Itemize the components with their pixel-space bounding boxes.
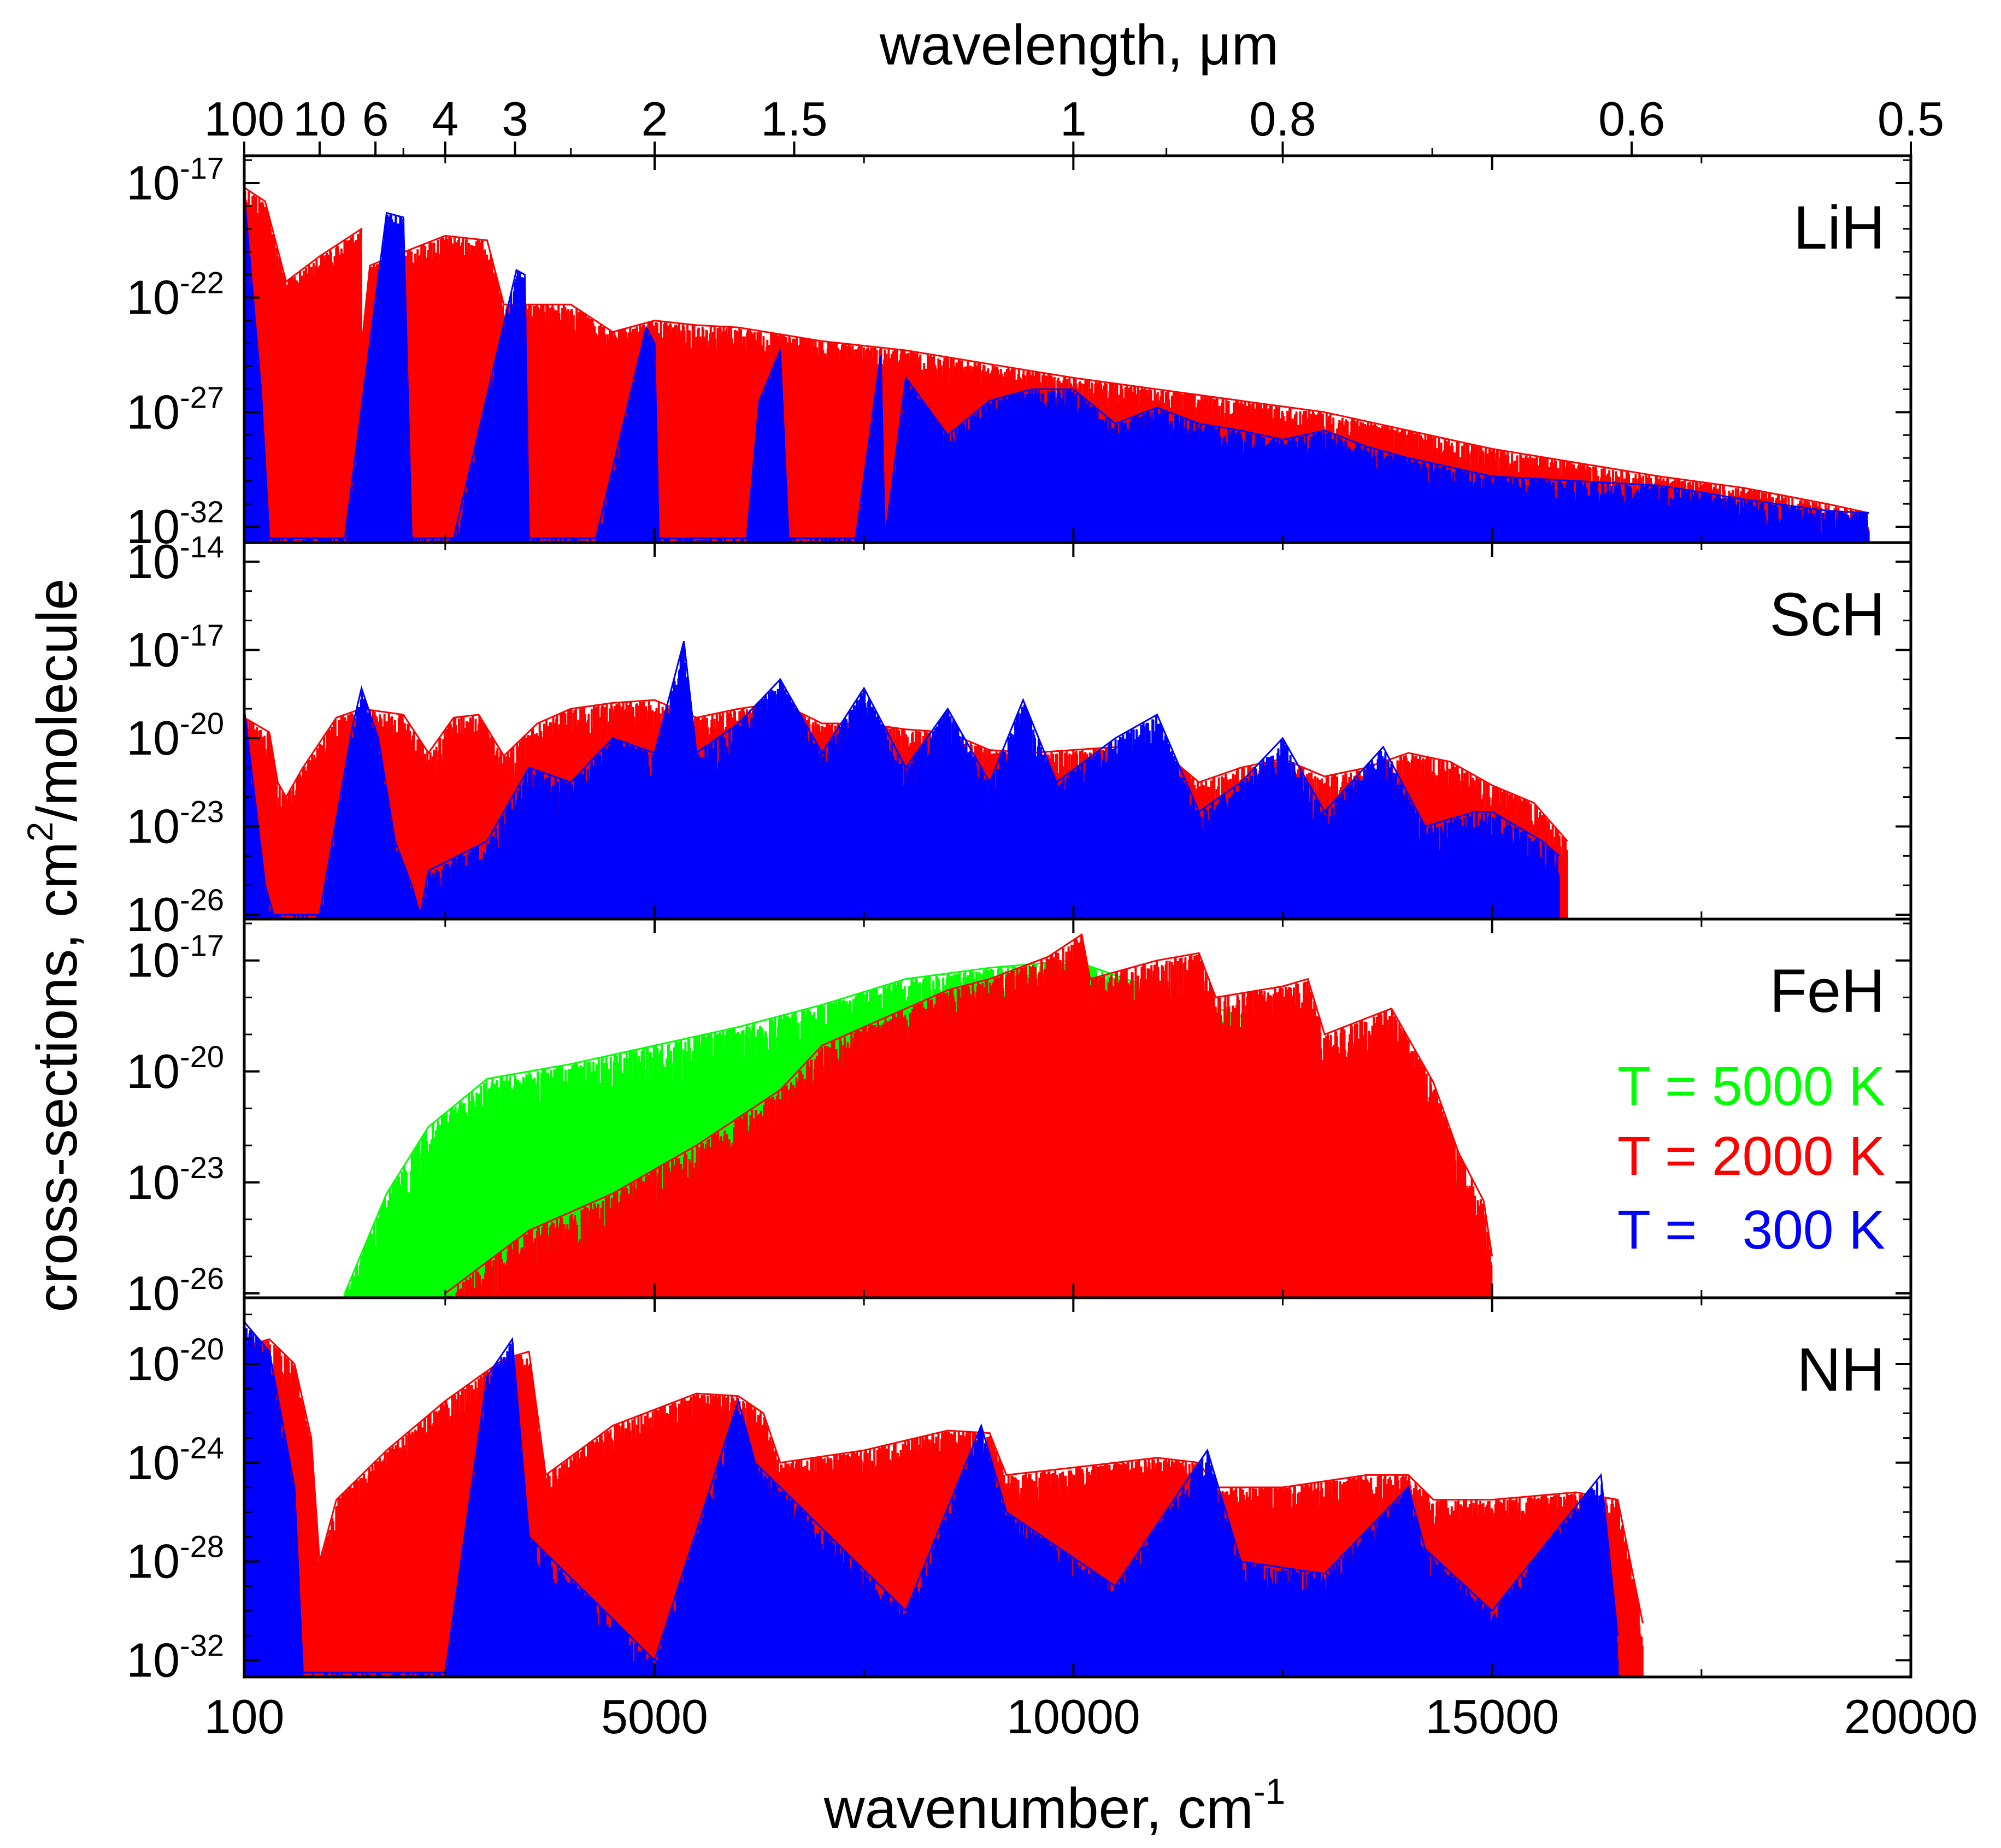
top-tick-label: 0.6	[1598, 92, 1665, 146]
top-tick-label: 0.8	[1249, 92, 1316, 146]
y-tick-label: 10-26	[126, 882, 224, 941]
x-tick-label: 100	[204, 1690, 285, 1744]
x-axis-title-main: wavenumber, cm	[823, 1777, 1253, 1840]
top-tick-label: 4	[432, 92, 458, 146]
panel-label-feh: FeH	[1769, 957, 1885, 1025]
y-tick-label: 10-23	[126, 794, 224, 853]
y-tick-label: 10-20	[126, 706, 224, 765]
top-tick-label: 3	[502, 92, 528, 146]
y-tick-label: 10-20	[126, 1332, 224, 1391]
panel-label-nh: NH	[1797, 1335, 1885, 1404]
y-tick-label: 10-14	[126, 529, 224, 588]
x-tick-label: 20000	[1844, 1690, 1978, 1744]
spectrum-envelope	[244, 1321, 1619, 1674]
spectrum-envelope	[244, 1338, 1644, 1623]
panel-feh	[343, 933, 1493, 1298]
top-tick-label: 10	[293, 92, 346, 146]
y-axis-title-main: cross-sections, cm	[26, 841, 89, 1312]
y-tick-label: 10-24	[126, 1431, 224, 1490]
panel-sch	[244, 640, 1568, 919]
y-tick-label: 10-17	[126, 617, 224, 676]
data-series-layer	[244, 187, 1870, 1677]
legend-entry-5000k: T = 5000 K	[1617, 1056, 1885, 1117]
top-tick-label: 2	[642, 92, 668, 146]
spectrum-lines	[444, 935, 1493, 1298]
x-tick-label: 15000	[1425, 1690, 1559, 1744]
panel-label-lih: LiH	[1793, 193, 1885, 262]
y-axis-title-tail: /molecule	[26, 579, 89, 822]
y-tick-label: 10-22	[126, 266, 224, 325]
panel-nh	[244, 1321, 1644, 1677]
series-lih-t300k	[244, 194, 1870, 543]
y-tick-label: 10-17	[126, 151, 224, 210]
y-tick-label: 10-28	[126, 1529, 224, 1588]
spectrum-envelope	[244, 194, 1869, 539]
spectrum-lines	[244, 1327, 1619, 1677]
y-tick-label: 10-23	[126, 1150, 224, 1209]
x-axis-title: wavenumber, cm-1	[823, 1771, 1286, 1840]
y-tick-label: 10-26	[126, 1261, 224, 1320]
y-tick-label: 10-32	[126, 1628, 224, 1687]
spectrum-envelope	[244, 640, 1560, 916]
series-nh-t300k	[244, 1321, 1619, 1677]
spectrum-envelope	[244, 187, 1869, 514]
spectrum-envelope	[444, 933, 1493, 1294]
spectrum-lines	[244, 195, 1870, 543]
top-tick-label: 1	[1060, 92, 1087, 146]
top-axis-title: wavelength, μm	[879, 14, 1279, 77]
x-tick-label: 5000	[601, 1690, 708, 1744]
panel-lih	[244, 187, 1870, 543]
legend-entry-2000k: T = 2000 K	[1617, 1126, 1885, 1187]
y-tick-label: 10-27	[126, 380, 224, 439]
series-feh-t2000k	[444, 933, 1493, 1298]
y-axis-title: cross-sections, cm2/molecule	[20, 579, 89, 1313]
series-sch-t300k	[244, 640, 1560, 919]
tick-labels: LiH10-1710-2210-2710-32ScH10-1410-1710-2…	[126, 92, 1978, 1744]
panel-label-sch: ScH	[1769, 580, 1885, 649]
legend-entry-300k: T = 300 K	[1617, 1199, 1885, 1261]
top-tick-label: 6	[362, 92, 389, 146]
axis-ticks	[243, 142, 1912, 1677]
x-axis-title-sup: -1	[1253, 1771, 1286, 1811]
top-tick-label: 100	[204, 92, 285, 146]
x-tick-label: 10000	[1007, 1690, 1140, 1744]
y-tick-label: 10-32	[126, 495, 224, 554]
y-tick-label: 10-20	[126, 1039, 224, 1098]
top-tick-label: 1.5	[761, 92, 827, 146]
spectrum-lines	[244, 644, 1560, 919]
y-tick-label: 10-17	[126, 928, 224, 987]
y-axis-title-sup: 2	[20, 822, 60, 842]
top-tick-label: 0.5	[1878, 92, 1944, 146]
